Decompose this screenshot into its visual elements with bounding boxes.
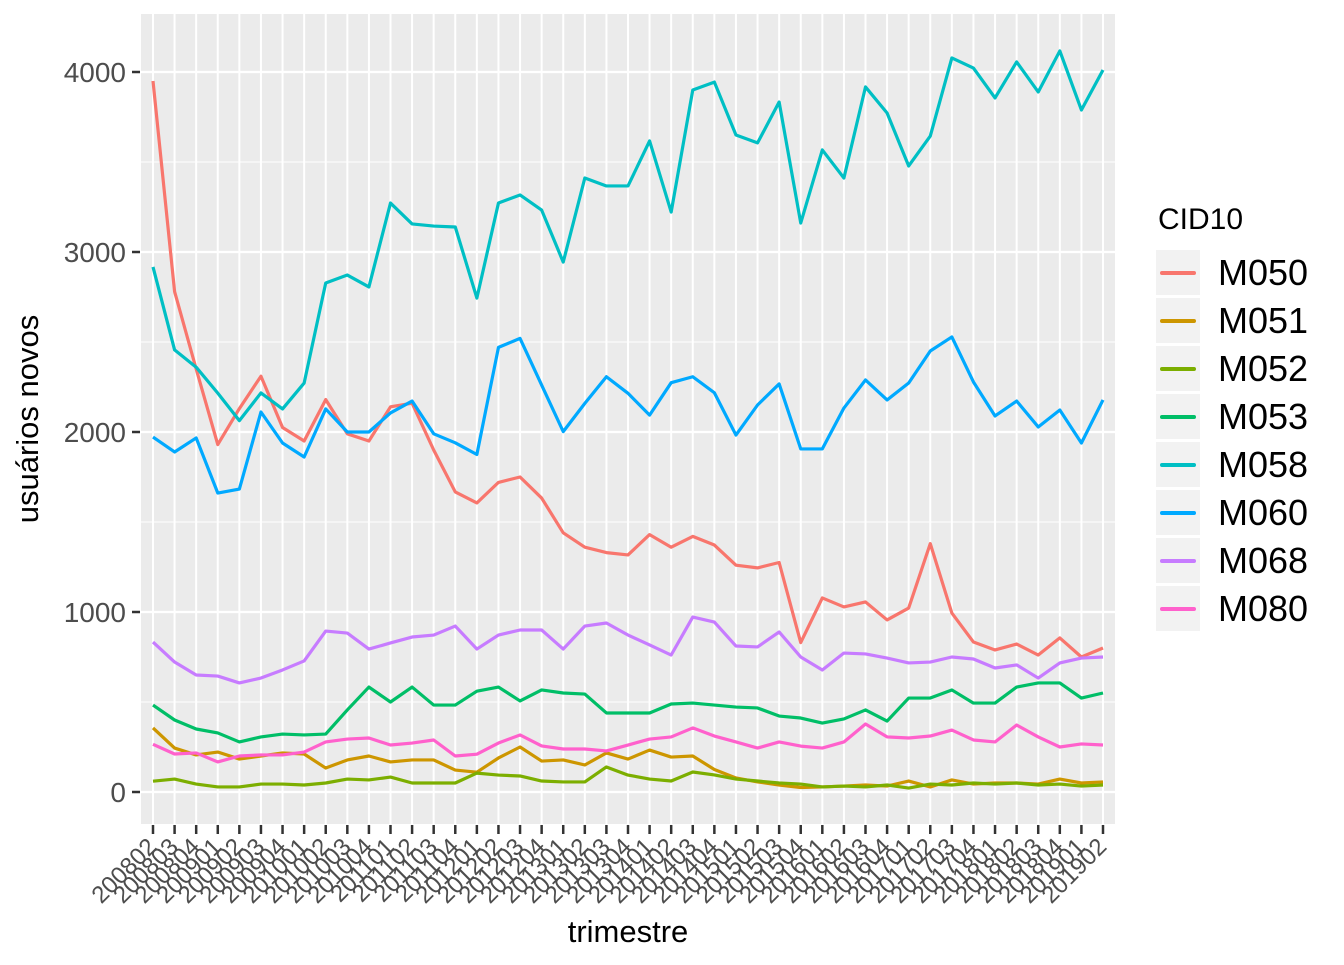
series-line-M050 — [151, 80, 1104, 659]
legend-item-M050: M050 — [1156, 250, 1308, 295]
legend-label: M052 — [1218, 347, 1309, 389]
series-line-M051 — [151, 726, 1104, 790]
legend-key — [1156, 586, 1200, 631]
series-line-M053 — [152, 681, 1104, 744]
series-line-M058 — [151, 49, 1105, 423]
legend-item-M068: M068 — [1156, 538, 1308, 583]
legend-key — [1156, 298, 1200, 343]
legend-key-line-icon — [1160, 462, 1196, 467]
legend-key — [1156, 346, 1200, 391]
legend-label: M058 — [1218, 443, 1309, 485]
y-tick-label: 3000 — [64, 237, 126, 268]
y-tick-label: 4000 — [64, 57, 126, 88]
legend-key — [1156, 490, 1200, 535]
legend-key — [1156, 442, 1200, 487]
x-axis-title: trimestre — [568, 914, 689, 949]
legend-key-line-icon — [1160, 270, 1196, 275]
legend-label: M068 — [1218, 539, 1309, 581]
legend-key — [1156, 394, 1200, 439]
legend-title: CID10 — [1158, 203, 1244, 236]
legend-label: M080 — [1218, 587, 1309, 629]
y-axis-title: usuários novos — [10, 315, 45, 524]
legend-key-line-icon — [1160, 414, 1196, 419]
legend-key-line-icon — [1160, 318, 1196, 323]
legend-key-line-icon — [1160, 606, 1196, 611]
y-tick-label: 0 — [110, 777, 126, 808]
chart-plot-area: 0100020003000400020080220080320080420090… — [64, 14, 1115, 909]
series-line-M060 — [152, 335, 1105, 495]
series-line-M080 — [152, 722, 1104, 764]
legend-key-line-icon — [1160, 510, 1196, 515]
series-line-M052 — [152, 765, 1104, 790]
legend-label: M060 — [1218, 491, 1309, 533]
legend-key-line-icon — [1160, 558, 1196, 563]
legend-item-M060: M060 — [1156, 490, 1308, 535]
legend-item-M051: M051 — [1156, 298, 1308, 343]
series-line-M068 — [151, 615, 1104, 685]
legend-label: M050 — [1218, 251, 1309, 293]
legend: CID10 M050 M051 M052 M053 M058 M060 M068 M080 — [1156, 203, 1308, 634]
legend-key-line-icon — [1160, 366, 1196, 371]
legend-item-M080: M080 — [1156, 586, 1308, 631]
legend-item-M058: M058 — [1156, 442, 1308, 487]
legend-label: M053 — [1218, 395, 1309, 437]
legend-item-M052: M052 — [1156, 346, 1308, 391]
legend-items: M050 M051 M052 M053 M058 M060 M068 M080 — [1156, 250, 1308, 631]
legend-key — [1156, 538, 1200, 583]
legend-key — [1156, 250, 1200, 295]
legend-label: M051 — [1218, 299, 1309, 341]
legend-item-M053: M053 — [1156, 394, 1308, 439]
y-tick-label: 1000 — [64, 597, 126, 628]
y-tick-label: 2000 — [64, 417, 126, 448]
